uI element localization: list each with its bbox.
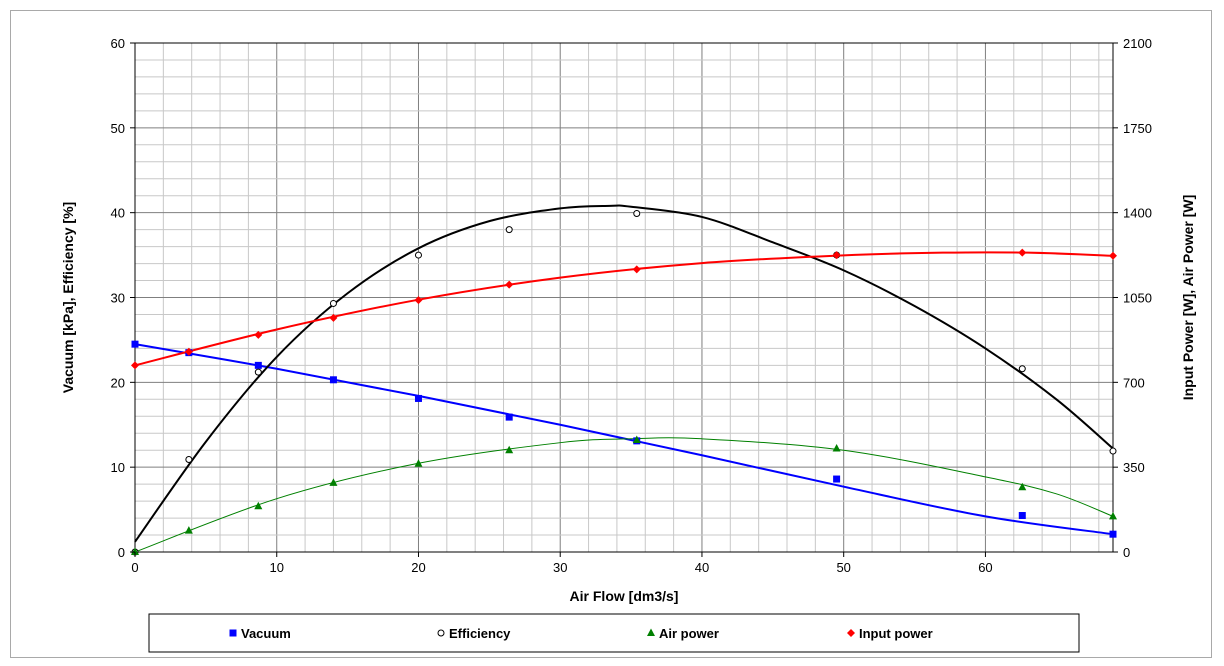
grid — [135, 43, 1113, 552]
air-power-point — [131, 547, 139, 555]
x-tick-label: 20 — [411, 560, 425, 575]
x-tick-label: 40 — [695, 560, 709, 575]
air-power-point — [832, 444, 841, 452]
air-power-point — [1018, 482, 1027, 491]
legend-marker-air-power — [647, 628, 655, 636]
air-power-point — [184, 526, 193, 534]
efficiency-trendline — [134, 204, 1114, 543]
vacuum-point — [131, 340, 139, 348]
chart-svg: 0 10 20 30 40 50 60 0 10 20 30 40 50 60 0 350 700 1050 140… — [60, 36, 1196, 653]
input-power-point — [414, 296, 423, 305]
input-power-point — [1018, 248, 1027, 257]
air-power-point — [414, 459, 423, 467]
vacuum-point — [414, 394, 422, 402]
vacuum-trendline — [134, 343, 1114, 536]
legend-label-efficiency: Efficiency — [449, 626, 511, 641]
efficiency-point — [329, 299, 337, 307]
air-power-point — [1109, 511, 1117, 520]
y-axis-title: Vacuum [kPa], Efficiency [%] — [60, 202, 76, 393]
air-power-point — [632, 435, 641, 444]
input-power-point — [329, 313, 338, 322]
input-power-trendline — [134, 251, 1114, 367]
y2-axis-title: Input Power [W], Air Power [W] — [1180, 195, 1196, 401]
efficiency-point — [505, 226, 513, 234]
efficiency-point — [1109, 447, 1117, 455]
air-power-point — [329, 478, 338, 486]
legend-label-vacuum: Vacuum — [241, 626, 291, 641]
vacuum-point — [254, 361, 262, 369]
efficiency-point — [414, 251, 422, 259]
x-tick-label: 0 — [131, 560, 138, 575]
vacuum-point — [1109, 530, 1117, 538]
y-tick-label: 20 — [111, 375, 125, 390]
y2-tick-label: 0 — [1123, 545, 1130, 560]
input-power-point — [632, 265, 641, 274]
input-power-point — [832, 251, 841, 260]
y-tick-label: 40 — [111, 206, 125, 221]
input-power-point — [1109, 251, 1117, 260]
y2-tick-label: 2100 — [1123, 36, 1152, 51]
legend-box — [148, 613, 1080, 653]
legend: Vacuum Efficiency Air power Input power — [148, 613, 1080, 653]
y-tick-label: 60 — [111, 36, 125, 51]
input-power-point — [505, 280, 514, 289]
trendlines — [134, 204, 1114, 553]
y-tick-label: 10 — [111, 460, 125, 475]
x-tick-label: 30 — [553, 560, 567, 575]
air-power-trendline — [134, 437, 1114, 553]
efficiency-point — [254, 368, 262, 376]
x-tick-label: 50 — [836, 560, 850, 575]
legend-marker-efficiency — [437, 629, 445, 637]
y-tick-label: 50 — [111, 121, 125, 136]
efficiency-point — [1018, 365, 1026, 373]
y-tick-label: 30 — [111, 291, 125, 306]
efficiency-point — [185, 456, 193, 464]
efficiency-point — [633, 210, 641, 218]
legend-marker-vacuum — [229, 629, 237, 637]
x-axis-title: Air Flow [dm3/s] — [570, 588, 679, 604]
input-power-point — [131, 361, 139, 370]
y2-tick-label: 1750 — [1123, 121, 1152, 136]
data-markers — [131, 210, 1117, 556]
vacuum-point — [1018, 512, 1026, 520]
vacuum-point — [329, 376, 337, 384]
air-power-point — [505, 445, 514, 454]
chart-frame: 0 10 20 30 40 50 60 0 10 20 30 40 50 60 0 350 700 1050 140… — [10, 10, 1212, 658]
vacuum-point — [833, 475, 841, 483]
legend-label-air-power: Air power — [659, 626, 719, 641]
air-power-point — [254, 501, 263, 510]
y2-tick-label: 700 — [1123, 375, 1145, 390]
legend-label-input-power: Input power — [859, 626, 933, 641]
x-tick-label: 60 — [978, 560, 992, 575]
axes: 0 10 20 30 40 50 60 0 10 20 30 40 50 60 0 350 700 1050 140… — [111, 36, 1152, 575]
y2-tick-label: 350 — [1123, 460, 1145, 475]
x-tick-label: 10 — [270, 560, 284, 575]
y2-tick-label: 1400 — [1123, 206, 1152, 221]
y-tick-label: 0 — [118, 545, 125, 560]
input-power-point — [184, 347, 193, 356]
y2-tick-label: 1050 — [1123, 291, 1152, 306]
input-power-point — [254, 330, 263, 339]
vacuum-point — [505, 413, 513, 421]
legend-marker-input-power — [847, 629, 855, 637]
